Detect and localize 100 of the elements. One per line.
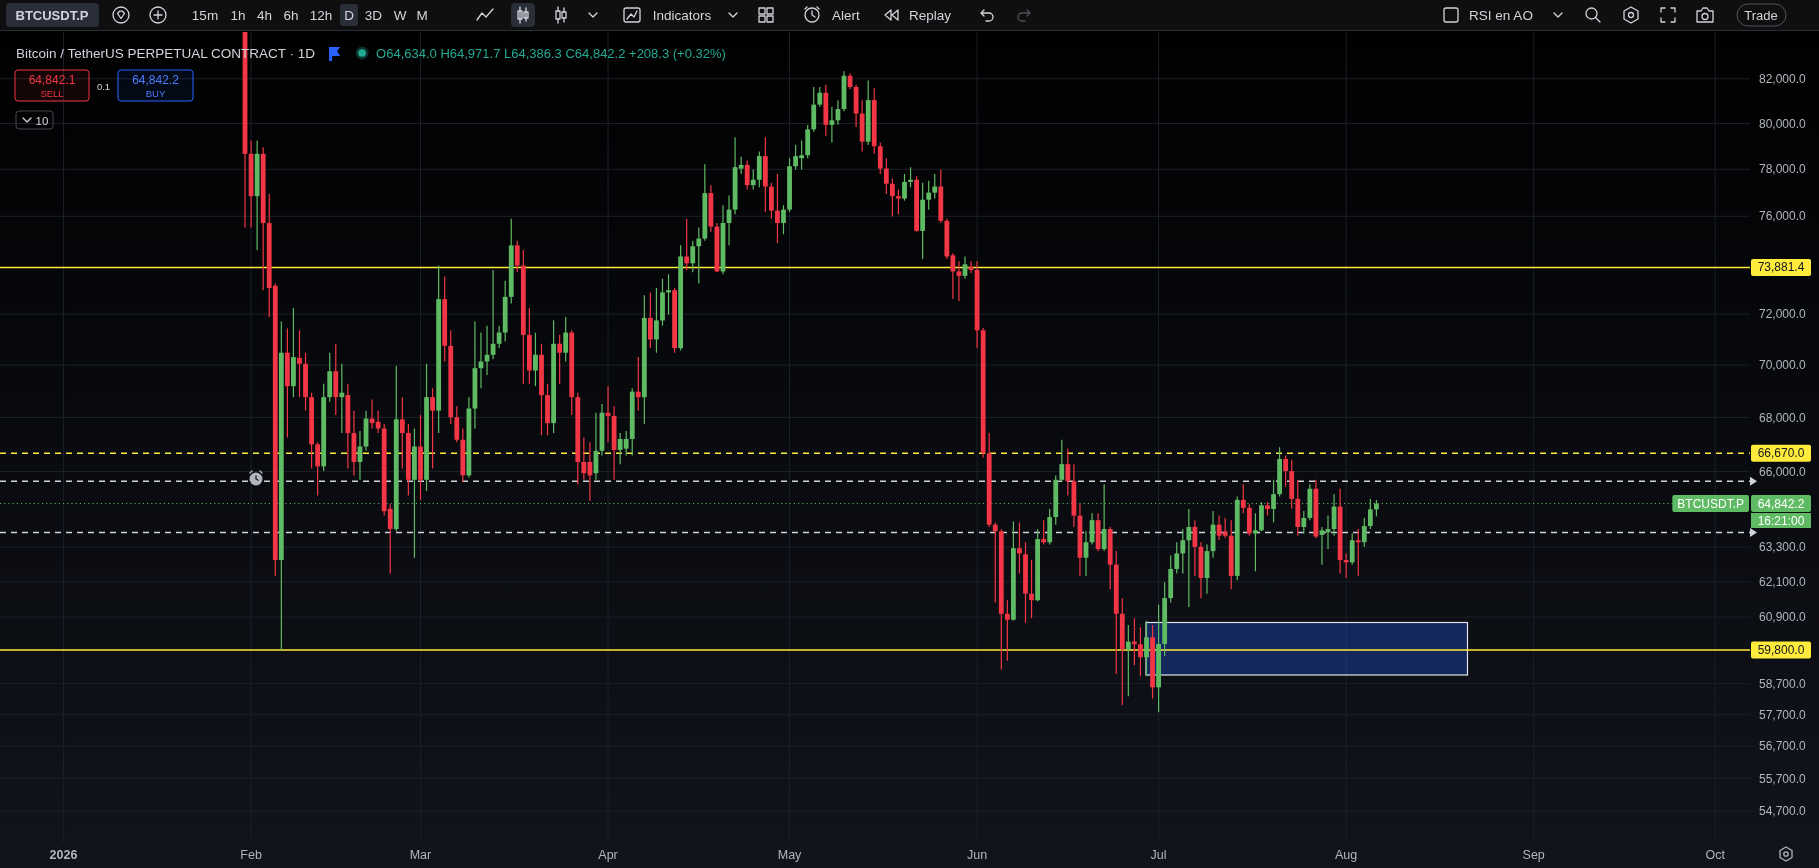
candlestick — [1361, 517, 1367, 548]
y-tick-label: 60,900.0 — [1759, 610, 1807, 625]
candlestick — [1174, 541, 1180, 575]
y-tick-label: 78,000.0 — [1759, 162, 1807, 177]
text: W — [393, 7, 407, 23]
candlestick — [877, 142, 883, 175]
candlestick — [1349, 532, 1355, 566]
candlestick — [1041, 519, 1047, 546]
candlestick — [496, 325, 502, 349]
ref-line-label: 64,842.2 — [1757, 496, 1805, 511]
candlestick — [756, 150, 762, 188]
candlestick — [563, 316, 569, 363]
candlestick — [889, 177, 895, 218]
candlestick — [1301, 510, 1307, 535]
annotation: 64,842.1 — [28, 73, 76, 87]
candlestick — [883, 157, 889, 195]
candlestick — [1138, 626, 1143, 677]
candlestick — [297, 329, 302, 398]
text: 1h — [230, 7, 246, 23]
candlestick — [1017, 521, 1022, 575]
text: 6h — [283, 7, 299, 23]
annotation: 0.1 — [96, 80, 111, 92]
candlestick — [375, 410, 381, 434]
text: Replay — [908, 7, 952, 23]
y-tick-label: 66,000.0 — [1759, 464, 1807, 479]
candlestick — [956, 260, 962, 302]
ref-line-label: 66,670.0 — [1757, 446, 1805, 461]
y-tick-label: 56,700.0 — [1759, 739, 1807, 754]
candlestick — [926, 180, 932, 211]
text: 16:21:00 — [1757, 513, 1805, 528]
text: 3D — [364, 7, 383, 23]
candlestick — [690, 240, 696, 273]
candlestick — [932, 173, 938, 200]
annotation: 64,842.2 — [132, 73, 180, 87]
annotation: SELL — [40, 88, 64, 99]
candlestick — [339, 363, 345, 434]
annotation: BUY — [145, 88, 166, 99]
candlestick — [1355, 528, 1361, 577]
y-tick-label: 82,000.0 — [1759, 71, 1807, 86]
x-tick-label: Aug — [1335, 848, 1358, 862]
candlestick — [896, 189, 901, 215]
candlestick — [744, 159, 750, 191]
candlestick — [1180, 528, 1186, 575]
text: BTCUSDT.P — [15, 7, 89, 23]
y-tick-label: 76,000.0 — [1759, 209, 1807, 224]
candlestick — [738, 156, 744, 175]
candlestick — [1059, 439, 1065, 483]
text: 4h — [256, 7, 273, 23]
candlestick — [1186, 508, 1192, 608]
text: M — [416, 7, 428, 23]
y-tick-label: 58,700.0 — [1759, 676, 1807, 691]
x-tick-label: Feb — [240, 848, 262, 862]
candlestick — [514, 240, 520, 273]
candlestick — [454, 405, 460, 443]
y-tick-label: 63,300.0 — [1759, 540, 1807, 555]
candlestick — [781, 204, 786, 235]
x-tick-label: Oct — [1705, 848, 1726, 862]
candlestick — [1144, 620, 1149, 677]
y-tick-label: 68,000.0 — [1759, 410, 1807, 425]
y-tick-label: 54,700.0 — [1759, 804, 1807, 819]
candlestick — [775, 173, 780, 244]
y-tick-label: 62,100.0 — [1759, 574, 1807, 589]
text: RSI en AO — [1469, 7, 1533, 23]
annotation: 10 — [35, 114, 49, 127]
x-tick-label: 2026 — [49, 848, 78, 862]
candlestick — [1319, 526, 1325, 566]
candlestick — [1240, 483, 1246, 514]
candlestick — [557, 334, 563, 385]
candlestick — [1253, 512, 1258, 572]
candlestick — [1343, 552, 1349, 579]
candlestick — [533, 331, 538, 387]
x-tick-label: Jul — [1150, 848, 1167, 862]
text: O64,634.0 H64,971.7 L64,386.3 C64,842.2 +208.3 (+0.32%) — [376, 45, 726, 61]
ref-line-label: 59,800.0 — [1757, 643, 1805, 658]
candlestick — [1029, 559, 1034, 619]
y-tick-label: 70,000.0 — [1759, 358, 1807, 373]
candlestick — [1004, 599, 1010, 662]
annotation: BTCUSDT.P — [1677, 496, 1745, 511]
text: D — [344, 7, 355, 23]
candlestick — [902, 173, 907, 202]
y-tick-label: 80,000.0 — [1759, 116, 1807, 131]
candlestick — [684, 218, 690, 271]
x-tick-label: Mar — [409, 848, 432, 862]
candlestick — [817, 86, 823, 108]
candlestick — [1283, 454, 1289, 488]
candlestick — [908, 166, 913, 188]
candlestick — [1125, 624, 1131, 697]
candlestick — [696, 226, 702, 285]
candlestick — [647, 291, 653, 349]
text: Trade — [1744, 7, 1778, 23]
ref-line-label: 73,881.4 — [1757, 260, 1805, 275]
candlestick — [315, 441, 321, 497]
candlestick — [1065, 448, 1071, 497]
candlestick — [430, 387, 435, 470]
text: Alert — [832, 7, 861, 23]
candlestick — [666, 273, 671, 316]
text: Indicators — [652, 7, 712, 23]
x-tick-label: Sep — [1522, 848, 1545, 862]
candlestick — [399, 396, 405, 470]
text: 12h — [309, 7, 333, 23]
